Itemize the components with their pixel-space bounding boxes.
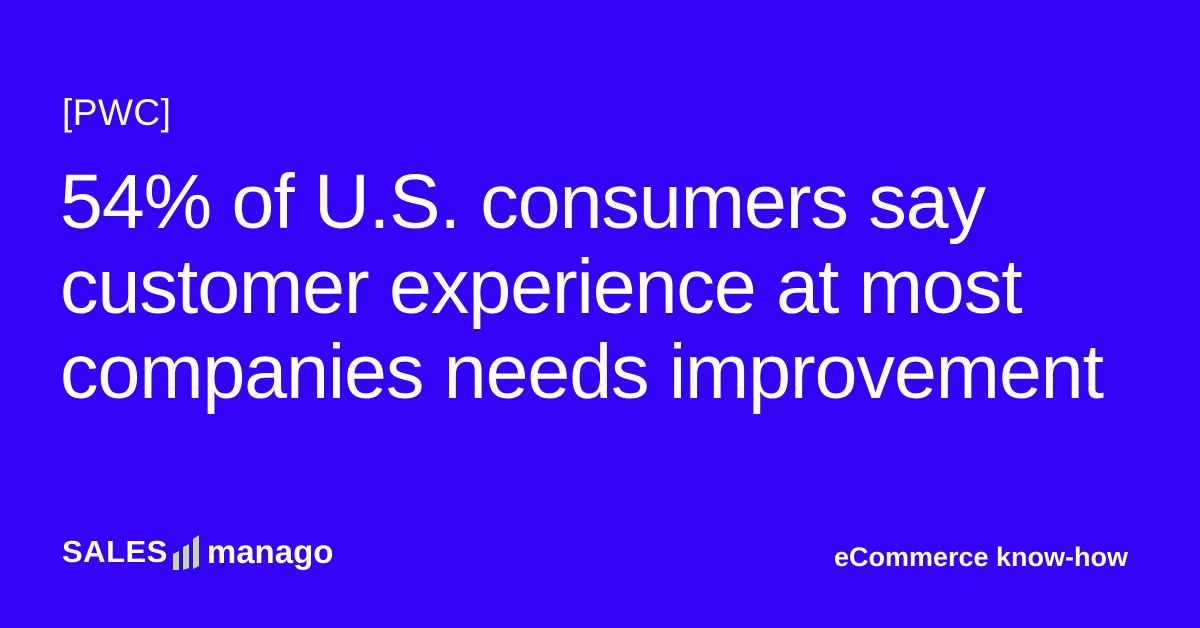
source-label: [PWC]	[62, 92, 172, 133]
logo-bars-icon	[172, 535, 199, 570]
salesmanago-logo: SALES manago	[62, 531, 333, 573]
logo-text-sales: SALES	[62, 534, 168, 569]
logo-text-manago: manago	[206, 533, 334, 570]
headline-line: customer experience at most	[60, 244, 1023, 330]
headline-line: 54% of U.S. consumers say	[60, 159, 986, 245]
headline: 54% of U.S. consumers say customer exper…	[60, 160, 1160, 415]
headline-line: companies needs improvement	[60, 329, 1104, 415]
tagline: eCommerce know-how	[833, 542, 1128, 572]
